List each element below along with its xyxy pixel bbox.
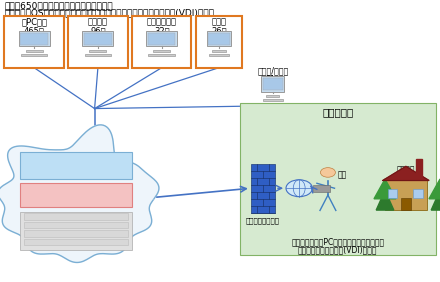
FancyBboxPatch shape (21, 54, 48, 56)
FancyBboxPatch shape (385, 180, 427, 210)
FancyBboxPatch shape (312, 185, 330, 192)
Text: 自宅など: 自宅など (396, 165, 415, 174)
Text: 共有スペース: 共有スペース (147, 17, 177, 26)
Text: 仮想デスクトップ環境(VDI)を利用: 仮想デスクトップ環境(VDI)を利用 (298, 245, 378, 254)
FancyBboxPatch shape (20, 212, 132, 250)
Text: 31台: 31台 (265, 75, 280, 84)
Text: サーバ側のOS、ソフトウェアやITリソースを仮想デスクトップ環境(VDI)で利用: サーバ側のOS、ソフトウェアやITリソースを仮想デスクトップ環境(VDI)で利用 (4, 8, 214, 17)
FancyBboxPatch shape (261, 76, 284, 92)
FancyBboxPatch shape (84, 33, 112, 45)
Polygon shape (431, 190, 440, 210)
FancyBboxPatch shape (263, 99, 282, 101)
Polygon shape (374, 179, 396, 199)
Text: 96台: 96台 (90, 27, 106, 36)
Text: サーバ環境を仮想化: サーバ環境を仮想化 (56, 197, 95, 204)
FancyBboxPatch shape (240, 103, 436, 255)
Circle shape (320, 168, 335, 177)
FancyBboxPatch shape (148, 33, 176, 45)
FancyBboxPatch shape (196, 16, 242, 68)
FancyBboxPatch shape (20, 183, 132, 207)
FancyBboxPatch shape (24, 213, 128, 220)
Text: 26台: 26台 (211, 27, 227, 36)
Text: 各PC教室: 各PC教室 (21, 17, 47, 26)
FancyBboxPatch shape (146, 31, 177, 47)
Text: 今後の展開: 今後の展開 (322, 107, 353, 117)
Text: 検証用/予備用: 検証用/予備用 (257, 66, 289, 75)
FancyBboxPatch shape (263, 78, 283, 90)
FancyBboxPatch shape (153, 50, 170, 52)
FancyBboxPatch shape (251, 164, 275, 213)
FancyBboxPatch shape (209, 54, 229, 56)
FancyBboxPatch shape (26, 50, 43, 52)
FancyBboxPatch shape (207, 31, 231, 47)
Text: 仮想デスクトップ環境(VDI)用サーバ: 仮想デスクトップ環境(VDI)用サーバ (36, 227, 116, 234)
FancyBboxPatch shape (401, 198, 411, 210)
FancyBboxPatch shape (20, 33, 48, 45)
Text: 「VMware vSphere®」: 「VMware vSphere®」 (37, 186, 114, 193)
FancyBboxPatch shape (82, 31, 114, 47)
FancyBboxPatch shape (148, 54, 175, 56)
Polygon shape (0, 125, 159, 263)
Text: 465台: 465台 (24, 27, 44, 36)
FancyBboxPatch shape (84, 54, 111, 56)
FancyBboxPatch shape (24, 222, 128, 228)
FancyBboxPatch shape (4, 16, 64, 68)
FancyBboxPatch shape (18, 31, 50, 47)
Text: 学内の650台のシンクライアント端末で、: 学内の650台のシンクライアント端末で、 (4, 1, 113, 10)
Polygon shape (383, 166, 429, 180)
Text: 学生: 学生 (337, 170, 347, 179)
Polygon shape (376, 190, 394, 210)
Text: 32台: 32台 (154, 27, 169, 36)
FancyBboxPatch shape (208, 33, 230, 45)
FancyBboxPatch shape (388, 189, 397, 198)
Circle shape (286, 180, 312, 197)
FancyBboxPatch shape (20, 152, 132, 179)
Text: 各自習室: 各自習室 (88, 17, 108, 26)
FancyBboxPatch shape (68, 16, 128, 68)
FancyBboxPatch shape (267, 95, 279, 97)
Text: 図書室: 図書室 (211, 17, 227, 26)
FancyBboxPatch shape (24, 230, 128, 237)
FancyBboxPatch shape (212, 50, 226, 52)
FancyBboxPatch shape (24, 239, 128, 245)
Text: ファイアウォール: ファイアウォール (246, 217, 280, 224)
Polygon shape (429, 179, 440, 199)
FancyBboxPatch shape (414, 189, 423, 198)
Text: 「VMware® Horizon View™」: 「VMware® Horizon View™」 (25, 155, 127, 162)
FancyBboxPatch shape (89, 50, 106, 52)
FancyBboxPatch shape (132, 16, 191, 68)
Text: 学外から任意のPCやタブレットを利用し、: 学外から任意のPCやタブレットを利用し、 (291, 237, 384, 246)
Polygon shape (416, 159, 422, 178)
Text: 仮想デスクトップ環境(VDI)を提供: 仮想デスクトップ環境(VDI)を提供 (38, 167, 114, 173)
